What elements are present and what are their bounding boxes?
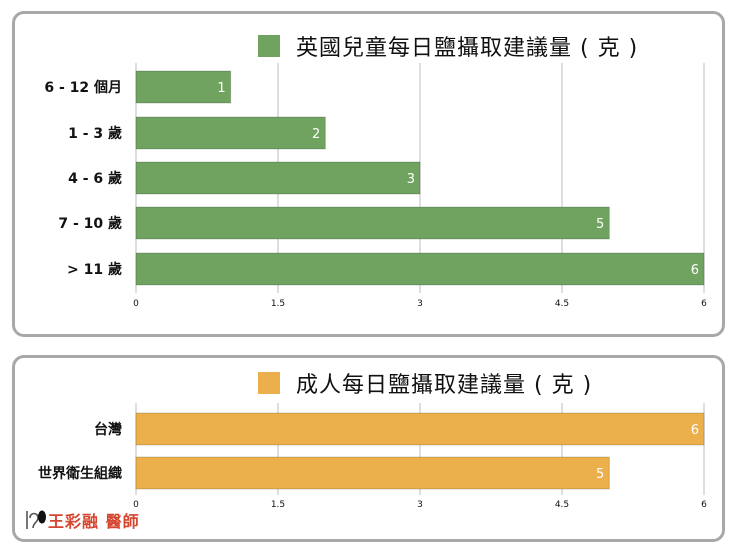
x-tick-label: 1.5 — [271, 500, 285, 510]
x-tick-label: 0 — [133, 500, 139, 510]
category-label: 台灣 — [94, 421, 122, 438]
child-bar — [135, 252, 705, 286]
bar-value-label: 6 — [691, 263, 699, 278]
x-tick-label: 6 — [701, 299, 707, 309]
bar-value-label: 1 — [217, 81, 225, 96]
legend-swatch — [258, 35, 280, 57]
adult-bar-chart: 0 1.5 3 4.5 6 台灣 6 世界衛生組織 5 — [38, 403, 707, 510]
bar-value-label: 6 — [691, 423, 699, 438]
adult-bar — [135, 456, 610, 490]
category-label: 4 - 6 歲 — [68, 170, 122, 187]
x-tick-label: 4.5 — [555, 500, 569, 510]
x-tick-label: 6 — [701, 500, 707, 510]
x-tick-label: 0 — [133, 299, 139, 309]
child-bar — [135, 116, 326, 150]
ear-icon — [26, 510, 46, 529]
bar-value-label: 3 — [407, 172, 415, 187]
adult-chart-legend: 成人每日鹽攝取建議量 ( 克 ) — [258, 367, 592, 399]
category-label: 世界衛生組織 — [38, 465, 122, 482]
child-chart-title: 英國兒童每日鹽攝取建議量 ( 克 ) — [296, 36, 639, 61]
child-bar — [135, 161, 421, 195]
category-label: 1 - 3 歲 — [68, 125, 122, 142]
child-bar — [135, 206, 610, 240]
category-label: 7 - 10 歲 — [58, 215, 122, 232]
adult-bar — [135, 412, 705, 446]
category-label: > 11 歲 — [67, 261, 122, 278]
bar-value-label: 5 — [596, 217, 604, 232]
author-name: 王彩融 醫師 — [48, 512, 140, 531]
x-tick-label: 4.5 — [555, 299, 569, 309]
category-label: 6 - 12 個月 — [44, 79, 122, 96]
x-tick-label: 3 — [417, 500, 423, 510]
legend-swatch — [258, 372, 280, 394]
adult-chart-title: 成人每日鹽攝取建議量 ( 克 ) — [296, 373, 593, 398]
child-chart-legend: 英國兒童每日鹽攝取建議量 ( 克 ) — [258, 30, 638, 62]
bar-value-label: 2 — [312, 127, 320, 142]
x-tick-label: 1.5 — [271, 299, 285, 309]
author-credit: 王彩融 醫師 — [24, 508, 140, 532]
x-tick-label: 3 — [417, 299, 423, 309]
child-bar — [135, 70, 232, 104]
bar-value-label: 5 — [596, 467, 604, 482]
child-bar-chart: 0 1.5 3 4.5 6 6 - 12 個月 1 1 - 3 歲 2 4 - 6 歲 3 7 - 1… — [44, 63, 707, 309]
adult-chart-panel — [12, 355, 725, 542]
